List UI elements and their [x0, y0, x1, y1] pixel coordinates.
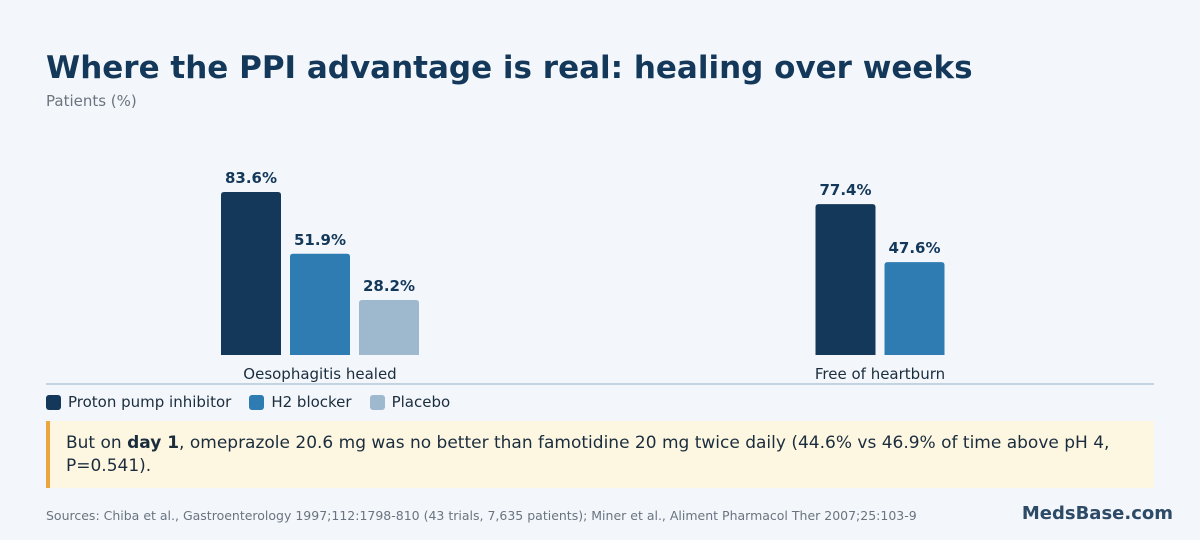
bar-oesophagitis-healed-proton-pump-inhibitor	[221, 191, 281, 355]
bar-free-of-heartburn-proton-pump-inhibitor	[815, 204, 876, 355]
data-label-oesophagitis-healed-h2-blocker: 51.9%	[294, 231, 346, 249]
bar-oesophagitis-healed-placebo	[359, 300, 419, 355]
sources-note: Sources: Chiba et al., Gastroenterology …	[46, 508, 917, 523]
data-label-free-of-heartburn-proton-pump-inhibitor: 77.4%	[819, 181, 871, 199]
legend-item-ppi: Proton pump inhibitor	[46, 393, 231, 411]
legend-label-placebo: Placebo	[391, 393, 451, 411]
legend: Proton pump inhibitor H2 blocker Placebo	[46, 393, 450, 411]
legend-label-h2: H2 blocker	[271, 393, 352, 411]
callout-emphasis: day 1	[127, 433, 180, 453]
chart-subtitle: Patients (%)	[46, 92, 137, 110]
legend-swatch-h2	[249, 394, 265, 410]
callout-suffix: , omeprazole 20.6 mg was no better than …	[66, 433, 1110, 476]
category-label-oesophagitis-healed: Oesophagitis healed	[243, 365, 396, 383]
callout-prefix: But on	[66, 433, 128, 453]
legend-item-h2: H2 blocker	[249, 393, 352, 411]
legend-swatch-placebo	[369, 394, 385, 410]
legend-item-placebo: Placebo	[369, 393, 451, 411]
legend-swatch-ppi	[46, 394, 61, 410]
bar-oesophagitis-healed-h2-blocker	[290, 253, 350, 355]
category-label-free-of-heartburn: Free of heartburn	[815, 365, 945, 383]
legend-label-ppi: Proton pump inhibitor	[68, 393, 232, 411]
data-label-free-of-heartburn-h2-blocker: 47.6%	[888, 239, 940, 257]
data-label-oesophagitis-healed-proton-pump-inhibitor: 83.6%	[225, 169, 277, 187]
bar-free-of-heartburn-h2-blocker	[884, 262, 945, 355]
chart-title: Where the PPI advantage is real: healing…	[46, 50, 973, 86]
callout-box: But on day 1, omeprazole 20.6 mg was no …	[46, 421, 1154, 488]
data-label-oesophagitis-healed-placebo: 28.2%	[363, 277, 415, 295]
bar-chart: 83.6% 51.9% 28.2% Oesophagitis healed 77.4% 4…	[46, 169, 1154, 385]
brand-logo: MedsBase.com	[1021, 503, 1173, 524]
